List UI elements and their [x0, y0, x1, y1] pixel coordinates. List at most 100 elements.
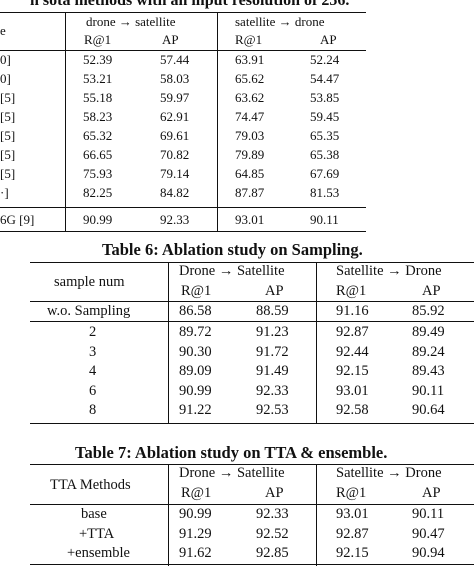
- table6-cell: 91.22: [179, 402, 212, 419]
- table6-cell: 92.58: [336, 402, 369, 419]
- table5-cell: 58.03: [160, 71, 190, 86]
- table6-cell: 89.49: [412, 324, 445, 340]
- table7-header-rule: [30, 504, 474, 505]
- table6-row-label: 6: [89, 382, 97, 399]
- table7-top-rule: [30, 464, 474, 465]
- table6-first-col-header: sample num: [54, 274, 125, 290]
- table5-cell: 82.25: [83, 185, 113, 200]
- table7-cell: 92.85: [256, 545, 289, 561]
- table5-cell: 53.21: [83, 71, 113, 86]
- table7-cell: 93.01: [336, 506, 369, 522]
- table7-cell: 91.62: [179, 545, 212, 561]
- table5-header-rule: [0, 50, 366, 51]
- table6-metric-header: AP: [265, 283, 284, 299]
- table7-row-label: base: [81, 506, 107, 522]
- table6-header-rule: [30, 301, 474, 302]
- table5-final-cell: 93.01: [235, 212, 265, 227]
- table6-cell: 92.33: [256, 382, 289, 399]
- table5-cell: 65.38: [310, 147, 340, 162]
- table5-cell: 81.53: [310, 185, 340, 200]
- table6-cell: 91.72: [256, 343, 289, 360]
- table6-cell: 92.44: [336, 343, 369, 360]
- table5-row-method: 0]: [0, 52, 11, 67]
- table6-row-label: 4: [89, 363, 97, 380]
- table5-cell: 79.03: [235, 128, 265, 143]
- table5-cell: 79.89: [235, 147, 265, 162]
- table6-top-rule: [30, 262, 474, 263]
- table5-final-cell: 90.11: [310, 212, 339, 227]
- table6-cell: 89.43: [412, 363, 445, 380]
- table6-col-separator: [168, 262, 169, 424]
- table5-cell: 64.85: [235, 166, 265, 181]
- table5-cell: 65.35: [310, 128, 340, 143]
- table5-cell: 84.82: [160, 185, 190, 200]
- table6-row-label: 2: [89, 324, 97, 340]
- table6-cell: 91.49: [256, 363, 289, 380]
- table6-caption: Table 6: Ablation study on Sampling.: [102, 240, 363, 259]
- table6-cell: 93.01: [336, 382, 369, 399]
- table5-metric-header: AP: [162, 32, 179, 47]
- table7-metric-header: AP: [422, 485, 441, 501]
- table6-first-row-label: w.o. Sampling: [47, 303, 131, 319]
- table5-row-method: 0]: [0, 71, 11, 86]
- table7-metric-header: R@1: [336, 485, 367, 501]
- table6-cell: 89.09: [179, 363, 212, 380]
- table5-row-method: [5]: [0, 166, 16, 181]
- table6-cell: 90.64: [412, 402, 445, 419]
- table7-cell: 91.29: [179, 525, 212, 542]
- table5-cell: 53.85: [310, 90, 340, 105]
- table7-cell: 90.94: [412, 545, 445, 561]
- table5-cell: 65.32: [83, 128, 113, 143]
- table5-row-method: [5]: [0, 90, 16, 105]
- table6-group-header-1: Drone → Satellite: [179, 263, 285, 279]
- table5-cell: 66.65: [83, 147, 113, 162]
- table5-cell: 62.91: [160, 109, 190, 124]
- table6-cell: 91.23: [256, 324, 289, 340]
- table6-metric-header: R@1: [181, 283, 212, 299]
- table6-first-row-cell: 85.92: [412, 303, 445, 319]
- table6-first-row-cell: 86.58: [179, 303, 212, 319]
- table7-col-separator: [168, 464, 169, 566]
- table5-method-header: e: [0, 23, 6, 38]
- table6-cell: 89.72: [179, 324, 212, 340]
- table6-metric-header: AP: [422, 283, 441, 299]
- table7-group-header-1: Drone → Satellite: [179, 465, 285, 481]
- table5-col-separator: [65, 12, 66, 232]
- table5-cell: 57.44: [160, 52, 190, 67]
- table6-metric-header: R@1: [336, 283, 367, 299]
- table5-final-cell: 90.99: [83, 212, 113, 227]
- table5-caption: h sota methods with an input resolution …: [30, 0, 350, 9]
- table7-cell: 90.11: [412, 506, 445, 522]
- table5-row-method: [5]: [0, 128, 16, 143]
- table5-cell: 54.47: [310, 71, 340, 86]
- table5-cell: 55.18: [83, 90, 113, 105]
- table5-final-method: 6G [9]: [0, 212, 35, 227]
- table5-final-rule: [0, 207, 366, 208]
- table5-cell: 59.45: [310, 109, 340, 124]
- table7-cell: 90.47: [412, 525, 445, 542]
- table6-cell: 92.87: [336, 324, 369, 340]
- table5-cell: 52.39: [83, 52, 113, 67]
- table5-cell: 70.82: [160, 147, 190, 162]
- table5-cell: 67.69: [310, 166, 340, 181]
- table7-cell: 92.52: [256, 525, 289, 542]
- table5-cell: 69.61: [160, 128, 190, 143]
- table5-final-cell: 92.33: [160, 212, 190, 227]
- table5-cell: 79.14: [160, 166, 190, 181]
- table6-first-row-cell: 91.16: [336, 303, 369, 319]
- table6-cell: 92.53: [256, 402, 289, 419]
- table6-cell: 89.24: [412, 343, 445, 360]
- table7-cell: 92.87: [336, 525, 369, 542]
- table7-row-label: +ensemble: [67, 545, 130, 561]
- table5-cell: 63.62: [235, 90, 265, 105]
- table7-caption: Table 7: Ablation study on TTA & ensembl…: [75, 443, 388, 462]
- table6-cell: 90.30: [179, 343, 212, 360]
- table7-first-col-header: TTA Methods: [50, 477, 131, 493]
- table5-cell: 74.47: [235, 109, 265, 124]
- table6-row-label: 8: [89, 402, 97, 419]
- table6-first-row-cell: 88.59: [256, 303, 289, 319]
- table5-row-method: [5]: [0, 147, 16, 162]
- table5-cell: 75.93: [83, 166, 113, 181]
- table6-cell: 90.11: [412, 382, 445, 399]
- table5-cell: 87.87: [235, 185, 265, 200]
